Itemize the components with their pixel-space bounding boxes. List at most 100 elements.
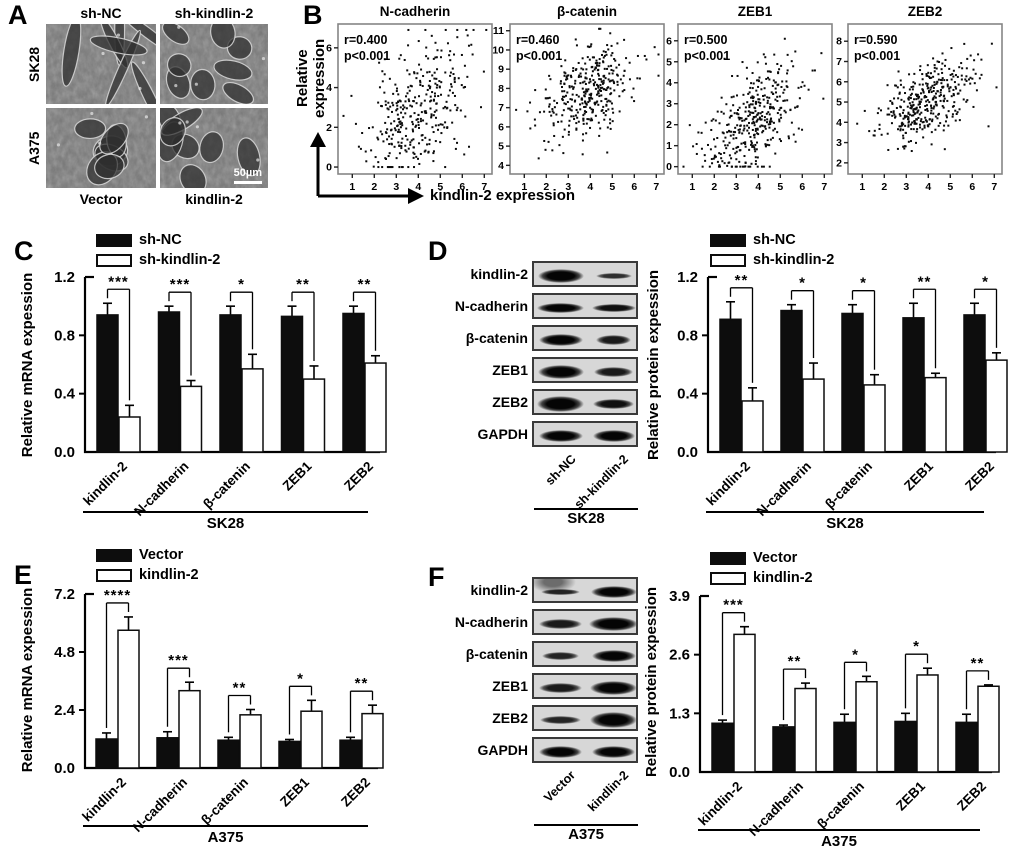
svg-text:0.0: 0.0 bbox=[54, 760, 75, 777]
svg-text:2: 2 bbox=[836, 157, 842, 169]
svg-text:p<0.001: p<0.001 bbox=[854, 49, 900, 63]
svg-text:1: 1 bbox=[666, 140, 672, 152]
panel-d-letter: D bbox=[428, 236, 448, 266]
blot-cell-line-label: SK28 bbox=[567, 510, 605, 527]
svg-text:1: 1 bbox=[859, 181, 865, 193]
svg-text:*: * bbox=[913, 638, 920, 655]
svg-text:ZEB1: ZEB1 bbox=[277, 774, 312, 809]
blot-row: N-cadherin bbox=[432, 606, 652, 638]
blot-lane-label: sh-kindlin-2 bbox=[571, 452, 632, 512]
svg-text:1.2: 1.2 bbox=[54, 269, 75, 286]
blot-lane-box bbox=[532, 293, 638, 319]
svg-text:kindlin-2: kindlin-2 bbox=[80, 459, 130, 509]
svg-text:5: 5 bbox=[836, 97, 842, 109]
blot-band bbox=[539, 682, 582, 694]
legend-swatch-black bbox=[710, 233, 746, 247]
scatter-plot-zeb1: ZEB1 0 1 2 3 4 5 6 1 2 3 4 5 6 7 r=0.500 p<0.001 bbox=[666, 4, 833, 193]
svg-text:4: 4 bbox=[326, 82, 332, 94]
svg-text:4.8: 4.8 bbox=[54, 644, 75, 661]
svg-text:3.9: 3.9 bbox=[669, 588, 690, 605]
micrograph-sk28-sh-kindlin-2 bbox=[160, 24, 268, 104]
svg-text:N-cadherin: N-cadherin bbox=[754, 459, 814, 519]
legend-row: Vector bbox=[710, 548, 813, 568]
svg-text:5: 5 bbox=[947, 181, 953, 193]
legend-swatch-black bbox=[96, 548, 132, 562]
svg-text:N-cadherin: N-cadherin bbox=[131, 459, 191, 519]
svg-text:*: * bbox=[238, 276, 245, 293]
blot-protein-label: N-cadherin bbox=[454, 298, 528, 314]
blot-lane-box bbox=[532, 325, 638, 351]
svg-text:1: 1 bbox=[689, 181, 695, 193]
svg-text:r=0.400: r=0.400 bbox=[344, 33, 387, 47]
legend-label: sh-NC bbox=[753, 231, 796, 248]
blot-protein-label: ZEB2 bbox=[492, 710, 528, 726]
svg-text:r=0.460: r=0.460 bbox=[516, 33, 559, 47]
legend-row: sh-kindlin-2 bbox=[710, 250, 834, 270]
blot-smudge bbox=[534, 579, 576, 593]
blot-band bbox=[538, 333, 583, 347]
svg-text:2: 2 bbox=[666, 119, 672, 131]
svg-text:7: 7 bbox=[836, 56, 842, 68]
blot-row: ZEB2 bbox=[432, 702, 652, 734]
blot-row: kindlin-2 bbox=[432, 574, 652, 606]
svg-text:**: ** bbox=[233, 680, 247, 697]
blot-band bbox=[595, 273, 632, 279]
svg-text:2.6: 2.6 bbox=[669, 647, 690, 664]
svg-text:β-catenin: β-catenin bbox=[557, 4, 617, 19]
blot-protein-label: β-catenin bbox=[465, 330, 528, 346]
svg-text:β-catenin: β-catenin bbox=[822, 459, 875, 512]
blot-lane-box bbox=[532, 673, 638, 699]
micrograph-image bbox=[46, 24, 156, 104]
micrograph-row-label-sk28: SK28 bbox=[26, 46, 42, 82]
svg-text:4: 4 bbox=[666, 77, 672, 89]
svg-text:3: 3 bbox=[836, 137, 842, 149]
legend-row: sh-kindlin-2 bbox=[96, 250, 220, 270]
svg-text:Relative mRNA expession: Relative mRNA expession bbox=[19, 273, 36, 458]
panel-f-western-blots: kindlin-2 N-cadherin β-catenin ZEB1 ZEB2 GAPD… bbox=[432, 566, 652, 843]
scatter-plot-zeb2: ZEB2 2 3 4 5 6 7 8 1 2 3 4 5 6 7 r=0.590 p<0.001 bbox=[836, 4, 1003, 193]
legend-label: Vector bbox=[139, 546, 184, 563]
svg-text:6: 6 bbox=[666, 35, 672, 47]
blot-row: ZEB1 bbox=[432, 670, 652, 702]
svg-text:ZEB2: ZEB2 bbox=[954, 779, 989, 814]
svg-text:2: 2 bbox=[881, 181, 887, 193]
blot-cell-line-underline bbox=[534, 824, 638, 826]
legend-swatch-white bbox=[96, 253, 132, 267]
svg-text:*: * bbox=[799, 275, 806, 292]
svg-text:1: 1 bbox=[521, 181, 527, 193]
svg-text:0.0: 0.0 bbox=[54, 444, 75, 461]
svg-text:3: 3 bbox=[903, 181, 909, 193]
svg-text:1.3: 1.3 bbox=[669, 705, 690, 722]
panel-c-legend: sh-NC sh-kindlin-2 bbox=[96, 230, 220, 270]
legend-label: sh-kindlin-2 bbox=[139, 251, 221, 268]
micrograph-image bbox=[160, 108, 268, 188]
blot-band bbox=[592, 746, 635, 758]
blot-lane-box bbox=[532, 261, 638, 287]
svg-text:0.0: 0.0 bbox=[677, 444, 698, 461]
svg-text:r=0.500: r=0.500 bbox=[684, 33, 727, 47]
svg-text:p<0.001: p<0.001 bbox=[684, 49, 730, 63]
svg-text:6: 6 bbox=[631, 181, 637, 193]
svg-text:β-catenin: β-catenin bbox=[198, 775, 251, 828]
blot-band bbox=[593, 398, 634, 410]
svg-text:N-cadherin: N-cadherin bbox=[380, 4, 451, 19]
svg-text:6: 6 bbox=[326, 42, 332, 54]
blot-protein-label: N-cadherin bbox=[454, 614, 528, 630]
blot-protein-label: GAPDH bbox=[477, 742, 528, 758]
panel-c-letter: C bbox=[14, 236, 34, 266]
blot-row: GAPDH bbox=[432, 418, 652, 450]
legend-swatch-white bbox=[96, 568, 132, 582]
micrograph-col-label-sh-nc: sh-NC bbox=[80, 5, 122, 21]
blot-lane-box bbox=[532, 389, 638, 415]
svg-text:SK28: SK28 bbox=[207, 515, 245, 532]
blot-band bbox=[541, 652, 580, 660]
blot-cell-line-underline bbox=[534, 508, 638, 510]
svg-text:11: 11 bbox=[493, 25, 504, 37]
blot-band bbox=[536, 395, 585, 413]
blot-protein-label: GAPDH bbox=[477, 426, 528, 442]
blot-band bbox=[589, 712, 636, 728]
blot-band bbox=[591, 650, 636, 662]
micrograph-bottom-label-vector: Vector bbox=[79, 191, 123, 207]
